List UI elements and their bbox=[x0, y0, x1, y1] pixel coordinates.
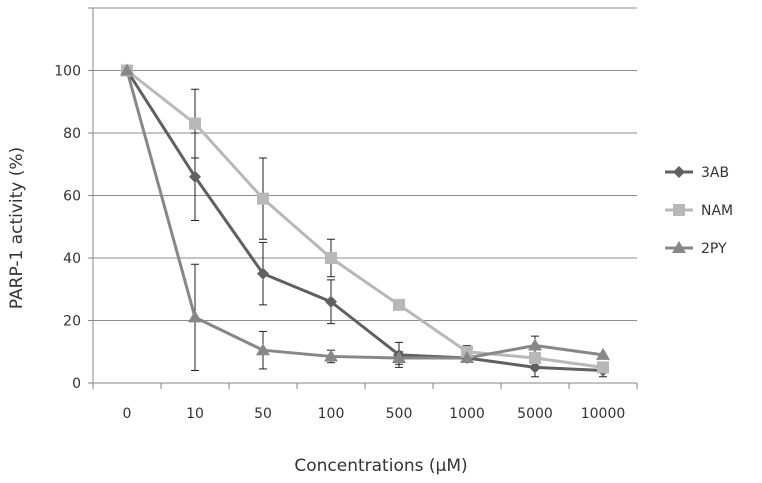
series-line-nam bbox=[126, 69, 604, 369]
data-point-3ab bbox=[257, 267, 269, 280]
data-point-2py bbox=[188, 310, 202, 323]
data-point-3ab bbox=[529, 361, 541, 374]
data-point-3ab bbox=[189, 170, 201, 183]
data-point-2py bbox=[460, 351, 474, 363]
data-point-2py bbox=[392, 351, 406, 363]
legend-marker-3ab bbox=[673, 166, 685, 178]
y-tick-label: 0 bbox=[72, 376, 81, 392]
data-point-2py bbox=[120, 63, 134, 76]
x-tick-label: 500 bbox=[386, 406, 413, 422]
legend-marker-nam bbox=[673, 204, 685, 216]
x-tick-labels: 0 10 50 100 500 1000 5000 10000 bbox=[123, 406, 626, 422]
x-tick-label: 10 bbox=[186, 406, 204, 422]
legend-marker-2py bbox=[672, 241, 686, 253]
error-bars bbox=[191, 88, 607, 378]
y-tick-label: 80 bbox=[63, 126, 81, 142]
y-tick-labels: 0 20 40 60 80 100 bbox=[54, 64, 81, 393]
data-point-3ab bbox=[325, 295, 337, 308]
data-point-nam bbox=[257, 192, 269, 205]
x-tick-label: 5000 bbox=[517, 406, 553, 422]
data-point-2py bbox=[528, 338, 542, 351]
series-line-2py bbox=[125, 70, 604, 360]
data-point-nam bbox=[325, 252, 337, 264]
legend-label-3ab: 3AB bbox=[701, 165, 729, 181]
data-point-nam bbox=[393, 298, 405, 311]
y-axis-label: PARP-1 activity (%) bbox=[7, 147, 27, 309]
series-line-3ab bbox=[125, 69, 604, 372]
y-tick-label: 100 bbox=[54, 64, 81, 80]
y-tick-label: 40 bbox=[63, 251, 81, 267]
data-point-nam bbox=[529, 352, 541, 364]
data-point-2py bbox=[596, 347, 610, 360]
gridlines bbox=[88, 7, 638, 389]
x-tick-label: 50 bbox=[254, 406, 272, 422]
data-point-2py bbox=[324, 349, 338, 362]
y-tick-label: 20 bbox=[63, 314, 81, 330]
legend: 3AB NAM 2PY bbox=[665, 165, 733, 257]
legend-label-nam: NAM bbox=[701, 203, 733, 219]
x-tick-label: 0 bbox=[123, 406, 132, 422]
series-lines bbox=[125, 69, 604, 372]
x-tick-label: 1000 bbox=[449, 406, 485, 422]
legend-label-2py: 2PY bbox=[701, 241, 727, 257]
data-point-2py bbox=[256, 343, 270, 356]
x-tick-label: 10000 bbox=[581, 406, 626, 422]
data-point-nam bbox=[597, 361, 609, 374]
series-markers bbox=[120, 63, 610, 377]
x-tick-label: 100 bbox=[318, 406, 345, 422]
x-axis-label: Concentrations (µM) bbox=[294, 456, 467, 476]
data-point-nam bbox=[189, 117, 201, 130]
y-tick-label: 60 bbox=[63, 189, 81, 205]
